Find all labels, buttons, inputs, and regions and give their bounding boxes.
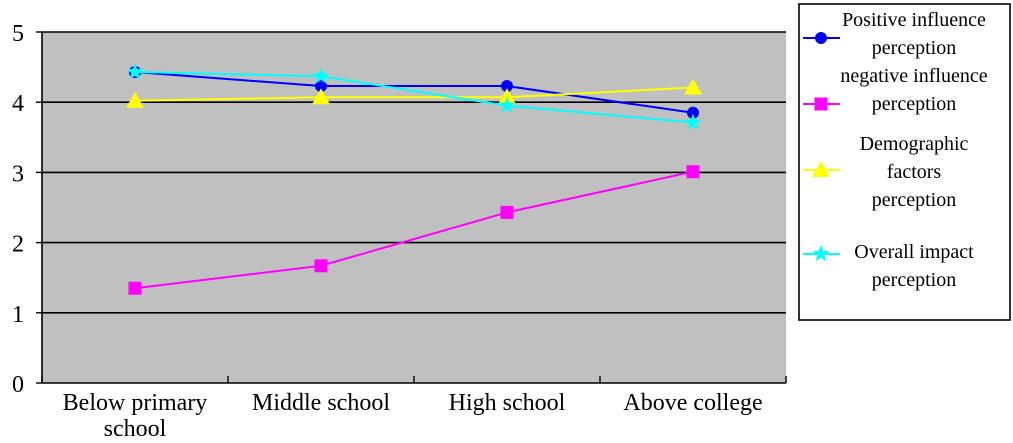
- data-point: [498, 96, 516, 113]
- y-tick-label: 4: [12, 91, 24, 117]
- y-tick-label: 1: [12, 302, 24, 328]
- plot-area: [42, 31, 786, 383]
- data-point: [126, 91, 144, 108]
- data-point: [686, 165, 700, 179]
- series-line: [134, 71, 694, 124]
- legend-box: [798, 3, 1011, 321]
- data-point: [498, 88, 516, 105]
- series-line: [134, 71, 694, 114]
- legend-entry: Demographic factors perception: [803, 133, 969, 211]
- y-tick-label: 3: [12, 161, 24, 187]
- data-point: [312, 67, 330, 84]
- data-point: [687, 106, 699, 119]
- legend-label: Positive influence: [842, 9, 986, 31]
- y-tick-label: 2: [12, 232, 24, 258]
- x-tick-label: High school: [449, 390, 566, 416]
- x-tick-label: Below primary: [63, 390, 208, 416]
- data-point: [315, 80, 327, 93]
- legend-label: Demographic: [860, 133, 969, 155]
- x-tick-label: school: [104, 416, 167, 442]
- legend-label: Overall impact: [854, 241, 974, 263]
- x-tick-label: Above college: [623, 390, 762, 416]
- legend-label: negative influence: [840, 65, 987, 87]
- series-group: [126, 63, 702, 295]
- legend-entry: Positive influence perception: [803, 9, 986, 59]
- legend-entry: Overall impact perception: [803, 241, 974, 291]
- data-point: [312, 88, 330, 105]
- x-tick-label: Middle school: [252, 390, 390, 416]
- series-line: [134, 86, 694, 102]
- data-point: [314, 259, 328, 273]
- y-tick-label: 5: [12, 21, 24, 47]
- plot-background: [42, 32, 786, 383]
- legend-label: factors: [887, 161, 942, 183]
- series-star: [126, 63, 702, 130]
- legend-entry: negative influence perception: [803, 65, 988, 115]
- legend-label: perception: [872, 37, 956, 59]
- legend-swatch-marker: [815, 32, 827, 44]
- legend-swatch-marker: [812, 245, 830, 262]
- y-tick-label: 0: [12, 372, 24, 398]
- data-point: [684, 113, 702, 130]
- data-point: [684, 78, 702, 95]
- series-triangle: [126, 78, 702, 108]
- data-point: [128, 281, 142, 295]
- data-point: [500, 205, 514, 219]
- legend-label: perception: [872, 269, 956, 291]
- legend-label: perception: [872, 189, 956, 211]
- legend-label: perception: [872, 93, 956, 115]
- legend-swatch-marker: [814, 97, 828, 111]
- series-square: [128, 165, 700, 295]
- legend-swatch-marker: [812, 161, 830, 177]
- data-point: [501, 80, 513, 93]
- data-point: [126, 63, 144, 80]
- series-line: [134, 170, 694, 290]
